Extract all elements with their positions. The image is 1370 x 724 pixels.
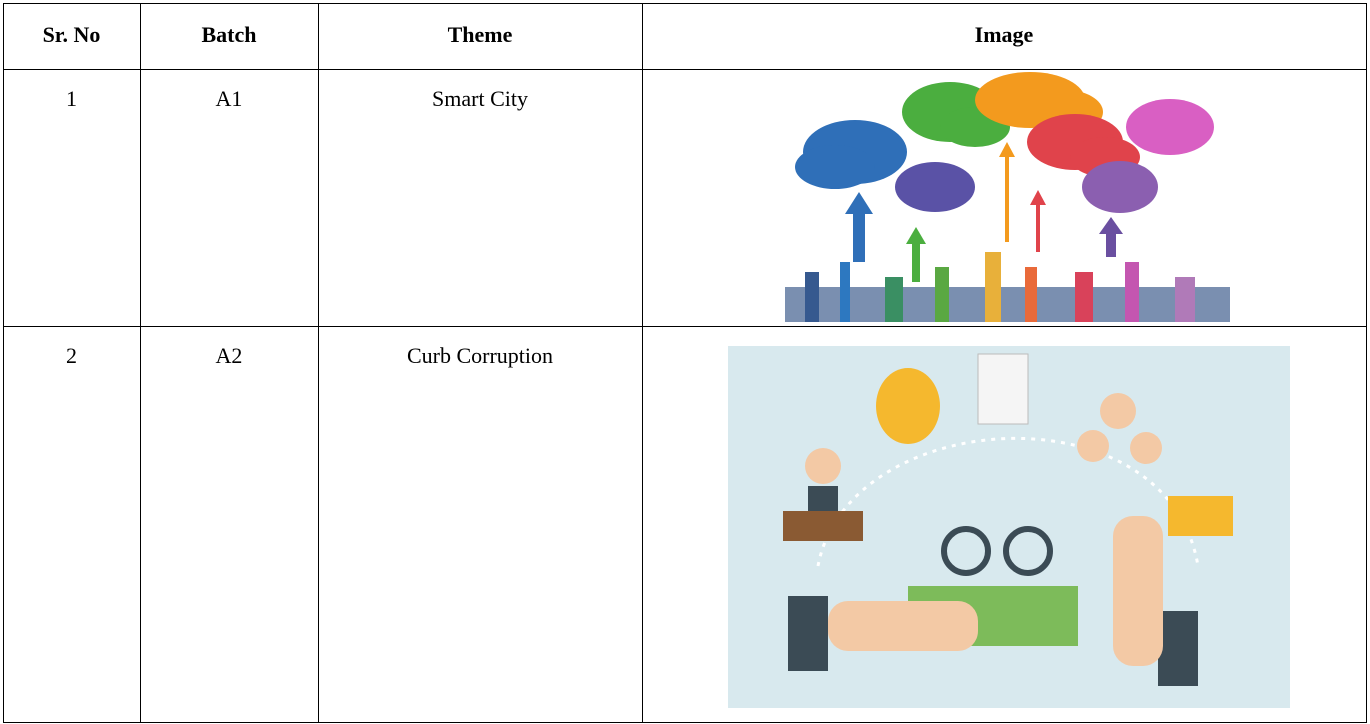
shape [906,227,926,244]
illustration [783,353,1233,686]
shape [1158,611,1198,686]
cell: A2 [139,325,319,723]
shape [1077,430,1109,462]
shape [783,511,863,541]
shape [977,353,1029,425]
shape [795,145,875,189]
shape [1036,202,1040,252]
shape [941,526,991,576]
shape [805,448,841,484]
shape [788,596,828,671]
shape [785,287,1230,322]
shape [840,262,850,322]
image-cell [641,325,1367,723]
shape [1003,526,1053,576]
shape [1005,152,1009,242]
shape [1025,267,1037,322]
cell: 1 [2,68,141,327]
shape [885,277,903,322]
shape [1130,432,1162,464]
shape [912,242,920,282]
shape [1099,217,1123,234]
cell: Curb Corruption [317,325,643,723]
skyline [785,252,1230,322]
shape [805,272,819,322]
shape [1075,272,1093,322]
shape [1082,161,1158,213]
shape [895,162,975,212]
shape [828,601,978,651]
shape [1100,393,1136,429]
curb-corruption-image [728,346,1290,708]
header-cell: Batch [139,2,319,70]
shape [808,486,838,511]
shape [1125,262,1139,322]
cell: 2 [2,325,141,723]
smart-city-image [785,72,1230,322]
header-cell: Image [641,2,1367,70]
shape [935,267,949,322]
shape [985,252,1001,322]
shape [876,368,940,444]
shape [1126,99,1214,155]
cell: Smart City [317,68,643,327]
clouds [795,72,1214,213]
shape [853,212,865,262]
shape [999,142,1015,157]
cell: A1 [139,68,319,327]
shape [1106,232,1116,257]
header-cell: Theme [317,2,643,70]
header-cell: Sr. No [2,2,141,70]
shape [1113,516,1163,666]
shape [1030,190,1046,205]
shape [845,192,873,214]
shape [1175,277,1195,322]
arrows [845,142,1123,282]
shape [1168,496,1233,536]
